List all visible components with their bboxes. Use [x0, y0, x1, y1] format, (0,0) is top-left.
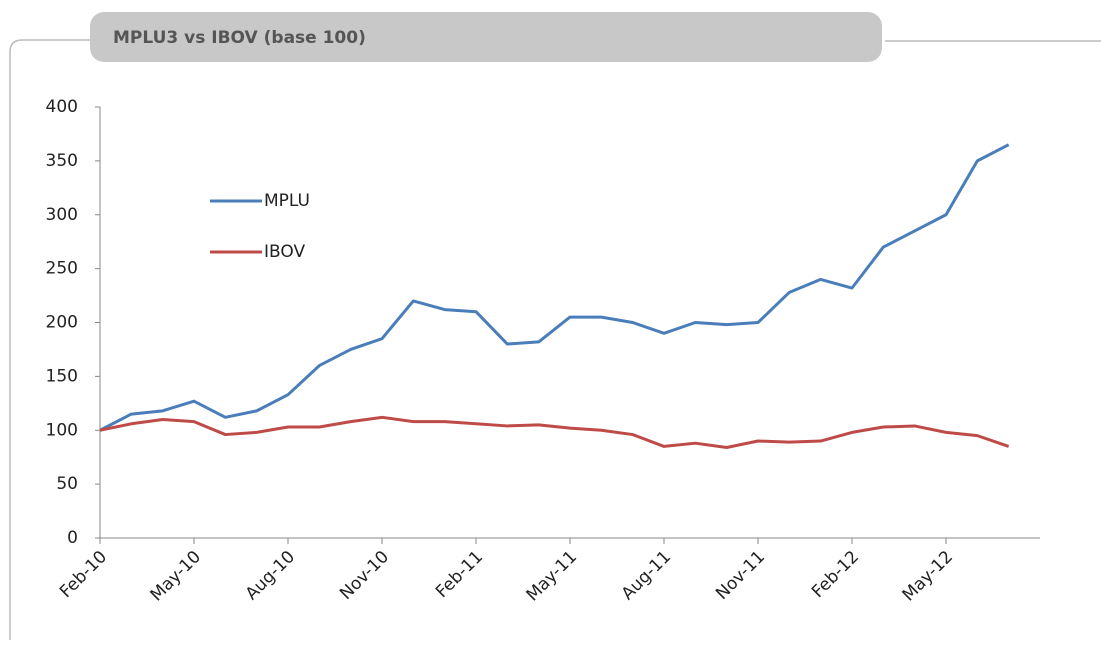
x-tick-label: Nov-10 [336, 547, 393, 604]
x-tick-label: Aug-11 [618, 547, 675, 604]
y-tick-label: 0 [67, 528, 78, 548]
series-line [99, 143, 1010, 432]
x-tick-label: Feb-12 [808, 547, 863, 602]
x-tick-label: Aug-10 [242, 547, 299, 604]
x-tick-label: Nov-11 [712, 547, 769, 604]
x-tick-label: May-10 [147, 547, 205, 605]
y-tick-label: 150 [46, 366, 78, 386]
y-tick-label: 200 [46, 313, 78, 333]
legend-label: MPLU [264, 191, 310, 211]
frame [9, 39, 90, 640]
series-line [99, 415, 1010, 449]
x-tick-label: Feb-10 [56, 547, 111, 602]
legend-label: IBOV [264, 242, 305, 262]
y-tick-label: 350 [46, 151, 78, 171]
title-tab [90, 12, 882, 62]
x-tick-label: Feb-11 [432, 547, 487, 602]
y-tick-label: 300 [46, 205, 78, 225]
chart-title: MPLU3 vs IBOV (base 100) [113, 28, 366, 48]
y-tick-label: 250 [46, 259, 78, 279]
x-tick-label: May-12 [899, 547, 957, 605]
y-tick-label: 50 [56, 474, 78, 494]
y-tick-label: 400 [46, 97, 78, 117]
y-tick-label: 100 [46, 420, 78, 440]
x-tick-label: May-11 [523, 547, 581, 605]
